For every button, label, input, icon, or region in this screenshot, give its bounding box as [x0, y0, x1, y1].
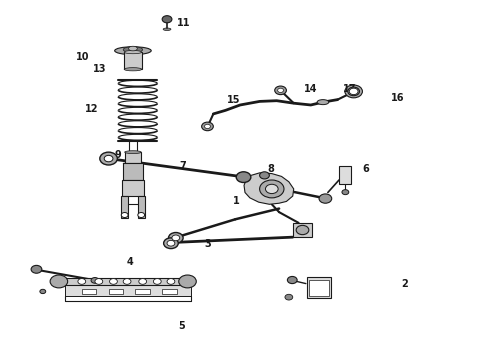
- Circle shape: [162, 16, 172, 23]
- Circle shape: [138, 212, 145, 217]
- Bar: [162, 289, 177, 294]
- Text: 15: 15: [227, 95, 240, 105]
- Circle shape: [260, 172, 270, 179]
- Circle shape: [179, 275, 196, 288]
- Text: 4: 4: [126, 257, 133, 267]
- Bar: [122, 180, 144, 196]
- Circle shape: [153, 279, 161, 284]
- Bar: [55, 278, 192, 285]
- Bar: [293, 223, 312, 237]
- Circle shape: [123, 279, 131, 284]
- Text: 2: 2: [401, 279, 408, 289]
- Circle shape: [169, 233, 183, 243]
- Circle shape: [139, 279, 147, 284]
- Circle shape: [167, 279, 175, 284]
- Bar: [121, 196, 128, 217]
- Text: 10: 10: [75, 52, 89, 62]
- Ellipse shape: [124, 151, 141, 154]
- Circle shape: [121, 212, 128, 217]
- Text: 7: 7: [180, 161, 187, 171]
- Circle shape: [104, 156, 113, 162]
- Circle shape: [236, 172, 251, 183]
- Bar: [309, 280, 329, 296]
- Ellipse shape: [317, 100, 329, 105]
- Text: 6: 6: [362, 164, 368, 174]
- Bar: [307, 277, 331, 298]
- Circle shape: [172, 235, 180, 241]
- Text: 1: 1: [233, 197, 240, 206]
- Circle shape: [164, 238, 178, 249]
- Circle shape: [266, 184, 278, 194]
- Polygon shape: [244, 173, 294, 204]
- Circle shape: [31, 265, 42, 273]
- Text: 3: 3: [204, 239, 211, 249]
- Text: 17: 17: [343, 84, 356, 94]
- Circle shape: [204, 124, 210, 129]
- Bar: [123, 163, 143, 180]
- Text: 9: 9: [114, 150, 121, 160]
- Bar: [339, 166, 351, 184]
- Text: 12: 12: [85, 104, 99, 113]
- Ellipse shape: [124, 68, 142, 71]
- Circle shape: [349, 88, 358, 95]
- Circle shape: [202, 122, 213, 131]
- Text: 16: 16: [391, 93, 405, 103]
- Circle shape: [285, 294, 293, 300]
- Ellipse shape: [115, 47, 151, 55]
- Bar: [138, 196, 145, 217]
- Circle shape: [296, 225, 309, 235]
- Circle shape: [78, 279, 86, 284]
- Circle shape: [260, 180, 284, 198]
- Bar: [82, 289, 97, 294]
- Text: 13: 13: [93, 64, 106, 74]
- Circle shape: [345, 85, 363, 98]
- Circle shape: [100, 152, 117, 165]
- Circle shape: [95, 279, 103, 284]
- Circle shape: [319, 194, 332, 203]
- Circle shape: [342, 190, 349, 195]
- Ellipse shape: [124, 50, 142, 54]
- Text: 8: 8: [267, 164, 274, 174]
- Ellipse shape: [128, 46, 137, 51]
- Text: 5: 5: [178, 321, 185, 332]
- Ellipse shape: [163, 28, 171, 31]
- Text: 14: 14: [303, 84, 317, 94]
- Circle shape: [167, 240, 175, 246]
- Circle shape: [110, 279, 117, 284]
- Bar: [65, 285, 192, 296]
- Circle shape: [288, 276, 297, 284]
- Bar: [124, 52, 142, 69]
- Circle shape: [348, 87, 360, 96]
- Bar: [109, 289, 123, 294]
- Circle shape: [50, 275, 68, 288]
- Circle shape: [91, 278, 99, 283]
- Circle shape: [40, 289, 46, 294]
- Bar: [135, 289, 150, 294]
- Circle shape: [275, 86, 287, 95]
- Text: 11: 11: [177, 18, 190, 28]
- Ellipse shape: [123, 47, 143, 53]
- Bar: [124, 152, 141, 163]
- Circle shape: [278, 88, 284, 93]
